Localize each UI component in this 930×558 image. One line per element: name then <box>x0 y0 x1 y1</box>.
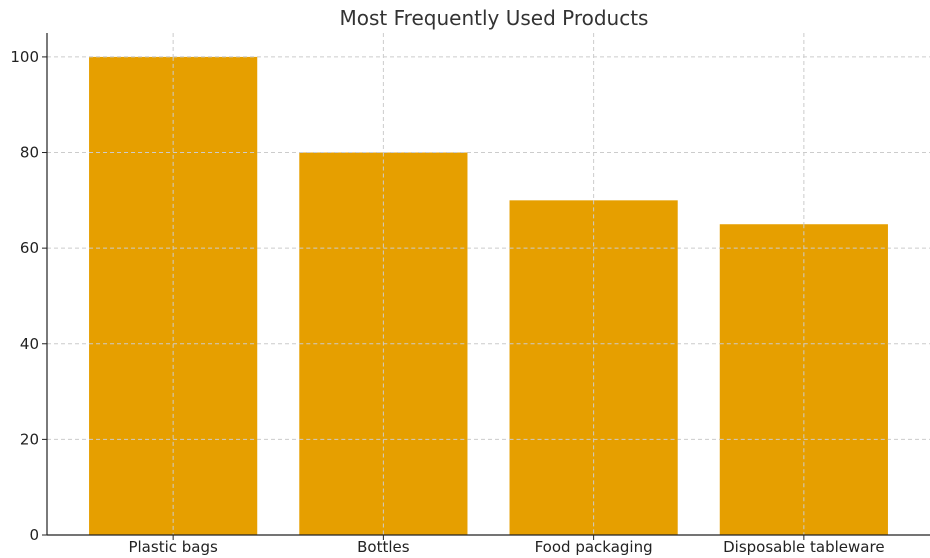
bars <box>89 56 888 536</box>
chart-title: Most Frequently Used Products <box>340 6 649 30</box>
x-tick-label-0: Plastic bags <box>128 538 218 556</box>
y-tick-label-2: 40 <box>20 335 39 353</box>
y-tick-label-1: 20 <box>20 430 39 448</box>
y-axis-ticks: 0 20 40 60 80 100 <box>10 48 47 544</box>
bar-2 <box>509 200 678 536</box>
y-tick-label-3: 60 <box>20 239 39 257</box>
x-axis-ticks: Plastic bags Bottles Food packaging Disposa… <box>128 535 885 556</box>
y-tick-label-5: 100 <box>10 48 39 66</box>
x-tick-label-3: Disposable tableware <box>723 538 884 556</box>
y-tick-label-4: 80 <box>20 144 39 162</box>
axes <box>46 33 930 536</box>
x-tick-label-2: Food packaging <box>535 538 653 556</box>
x-tick-label-1: Bottles <box>357 538 410 556</box>
y-tick-label-0: 0 <box>29 526 39 544</box>
